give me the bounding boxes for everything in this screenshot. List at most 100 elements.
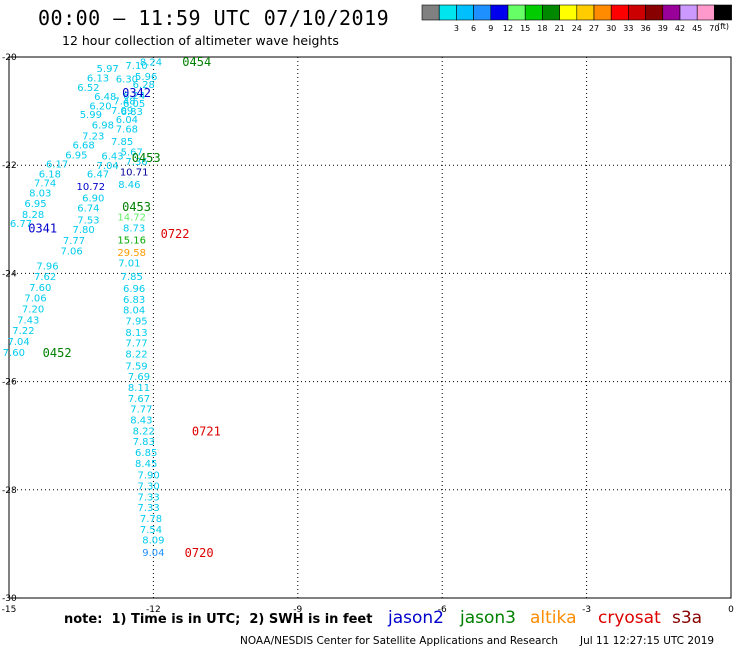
swh-value: 6.48 — [94, 92, 116, 103]
swh-value: 8.22 — [133, 426, 155, 437]
swh-value: 6.43 — [101, 151, 123, 162]
legend-swatch — [593, 4, 612, 21]
legend-label: 36 — [641, 24, 651, 33]
swh-value: 7.77 — [125, 339, 147, 350]
swh-value: 7.67 — [128, 394, 150, 405]
y-tick-label: -26 — [2, 378, 17, 388]
swh-value: 6.13 — [87, 74, 109, 85]
swh-value: 7.96 — [36, 261, 58, 272]
swh-value: 8.73 — [123, 223, 145, 234]
legend-swatch — [490, 4, 509, 21]
pass-time-label: 0452 — [43, 346, 72, 360]
legend-swatch — [662, 4, 681, 21]
swh-value: 5.97 — [97, 64, 119, 75]
swh-value: 5.99 — [80, 110, 102, 121]
swh-value: 8.03 — [29, 188, 51, 199]
swh-value: 5.67 — [121, 148, 143, 159]
x-tick-label: -3 — [582, 605, 591, 615]
swh-value: 7.36 — [125, 157, 147, 168]
legend-swatch — [542, 4, 560, 21]
swh-value: 6.28 — [133, 80, 155, 91]
legend-label: 21 — [555, 24, 565, 33]
swh-value: 6.95 — [65, 150, 87, 161]
swh-value: 6.98 — [92, 121, 114, 132]
swh-value: 7.01 — [118, 259, 140, 270]
pass-time-label: 0453 — [132, 151, 161, 165]
credit-text: NOAA/NESDIS Center for Satellite Applica… — [240, 635, 558, 647]
legend-jason3: jason3 — [460, 608, 516, 628]
swh-value: 7.80 — [72, 225, 94, 236]
swh-value: 7.78 — [140, 514, 162, 525]
pass-time-label: 0342 — [122, 86, 151, 100]
swh-value: 6.52 — [77, 83, 99, 94]
swh-value: 6.47 — [87, 169, 109, 180]
swh-value: 7.30 — [137, 481, 159, 492]
swh-value: 7.06 — [24, 294, 46, 305]
pass-time-label: 0720 — [185, 546, 214, 560]
legend-label: 12 — [503, 24, 513, 33]
pass-time-label: 0454 — [182, 55, 211, 69]
swh-value: 14.72 — [117, 213, 146, 224]
legend-swatch — [421, 4, 440, 21]
swh-value: 5.96 — [135, 72, 157, 83]
swh-value: 15.16 — [117, 235, 146, 246]
swh-value: 7.83 — [133, 437, 155, 448]
y-tick-label: -24 — [2, 269, 17, 279]
swh-value: 6.74 — [77, 203, 99, 214]
swh-value: 7.74 — [34, 179, 56, 190]
legend-swatch — [456, 4, 474, 21]
swh-value: 8.46 — [118, 180, 140, 191]
y-tick-label: -20 — [2, 53, 17, 63]
legend-label: 30 — [606, 24, 616, 33]
swh-value: 7.54 — [140, 525, 162, 536]
swh-value: 8.45 — [135, 459, 157, 470]
swh-value: 7.04 — [7, 337, 29, 348]
swh-value: 6.85 — [135, 448, 157, 459]
legend-label: 9 — [488, 24, 493, 33]
swh-value: 8.11 — [128, 383, 150, 394]
swh-value: 7.60 — [3, 348, 25, 359]
pass-time-label: 0721 — [192, 424, 221, 438]
note-text: note: 1) Time is in UTC; 2) SWH is in fe… — [64, 612, 373, 627]
swh-value: 7.06 — [60, 247, 82, 258]
swh-value: 6.83 — [121, 107, 143, 118]
x-tick-label: 0 — [728, 605, 734, 615]
y-tick-label: -22 — [2, 161, 17, 171]
swh-value: 7.68 — [116, 124, 138, 135]
page-subtitle: 12 hour collection of altimeter wave hei… — [62, 33, 339, 48]
x-tick-label: -15 — [2, 605, 17, 615]
swh-value: 7.23 — [82, 131, 104, 142]
swh-value: 6.90 — [82, 194, 104, 205]
swh-value: 7.43 — [17, 315, 39, 326]
legend-label: 39 — [658, 24, 668, 33]
swh-value: 7.33 — [137, 492, 159, 503]
swh-value: 7.22 — [12, 326, 34, 337]
legend-swatch — [438, 4, 457, 21]
swh-value: 7.77 — [63, 236, 85, 247]
legend-label: 3 — [454, 24, 459, 33]
x-tick-label: -12 — [146, 605, 161, 615]
y-tick-label: -30 — [2, 594, 17, 604]
legend-swatch — [714, 4, 732, 21]
legend-swatch — [696, 4, 715, 21]
swh-value: 7.20 — [22, 305, 44, 316]
legend-swatch — [473, 4, 492, 21]
legend-label: 24 — [572, 24, 582, 33]
legend-swatch — [559, 4, 578, 21]
swh-value: 29.58 — [117, 248, 146, 259]
swh-value: 7.53 — [77, 215, 99, 226]
legend-label: 6 — [471, 24, 476, 33]
legend-s3a: s3a — [672, 608, 703, 628]
legend-altika: altika — [530, 608, 577, 628]
legend-swatch — [679, 4, 698, 21]
swh-value: 10.72 — [77, 182, 106, 193]
legend-label: 27 — [589, 24, 599, 33]
legend-swatch — [628, 4, 646, 21]
y-tick-label: -28 — [2, 486, 17, 496]
swh-value: 7.04 — [97, 161, 119, 172]
legend-jason2: jason2 — [388, 608, 444, 628]
swh-value: 6.83 — [123, 295, 145, 306]
legend-label: 45 — [692, 24, 702, 33]
swh-value: 7.60 — [29, 283, 51, 294]
